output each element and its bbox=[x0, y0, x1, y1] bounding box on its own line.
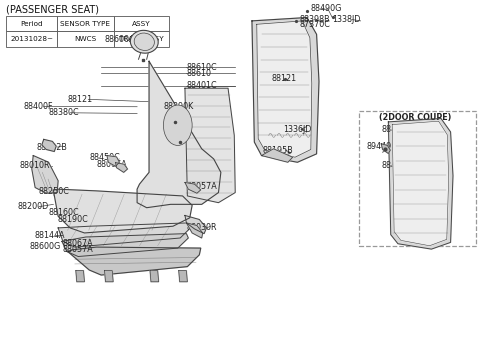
Ellipse shape bbox=[163, 105, 192, 145]
Text: 88400F: 88400F bbox=[23, 102, 53, 111]
Text: 89449: 89449 bbox=[366, 142, 392, 151]
Text: 88390K: 88390K bbox=[163, 102, 193, 111]
Polygon shape bbox=[185, 215, 206, 234]
Text: (2DOOR COUPE): (2DOOR COUPE) bbox=[379, 113, 451, 122]
Text: 87370C: 87370C bbox=[300, 20, 330, 29]
Text: 88610C: 88610C bbox=[186, 63, 217, 72]
Text: TRACK ASSY: TRACK ASSY bbox=[120, 36, 164, 42]
Text: 88610: 88610 bbox=[186, 69, 211, 78]
Polygon shape bbox=[185, 183, 201, 193]
Polygon shape bbox=[392, 121, 449, 246]
Polygon shape bbox=[179, 271, 187, 282]
Polygon shape bbox=[262, 149, 293, 162]
Polygon shape bbox=[58, 223, 192, 247]
Text: 1338JD: 1338JD bbox=[332, 15, 360, 24]
Polygon shape bbox=[53, 189, 192, 233]
Text: 88067A: 88067A bbox=[96, 161, 127, 169]
Polygon shape bbox=[381, 144, 390, 153]
Text: 88030R: 88030R bbox=[186, 223, 217, 232]
Bar bbox=[359, 111, 476, 246]
Polygon shape bbox=[186, 223, 203, 238]
Text: 88401C: 88401C bbox=[186, 81, 217, 90]
Bar bbox=[57, 16, 114, 31]
Text: 88380C: 88380C bbox=[48, 108, 79, 117]
Text: ASSY: ASSY bbox=[132, 21, 151, 27]
Text: 88398B: 88398B bbox=[300, 15, 330, 24]
Polygon shape bbox=[150, 271, 158, 282]
Polygon shape bbox=[62, 234, 188, 257]
Polygon shape bbox=[76, 271, 84, 282]
Polygon shape bbox=[137, 61, 221, 208]
Text: 88010R: 88010R bbox=[20, 161, 50, 170]
Text: 88600G: 88600G bbox=[29, 242, 60, 251]
Polygon shape bbox=[68, 247, 201, 275]
Ellipse shape bbox=[131, 30, 158, 53]
Polygon shape bbox=[252, 18, 319, 162]
Text: 88438: 88438 bbox=[381, 125, 406, 135]
Text: 88200D: 88200D bbox=[17, 202, 48, 211]
Polygon shape bbox=[388, 119, 453, 249]
Text: 20131028~: 20131028~ bbox=[10, 36, 53, 42]
Text: 88067A: 88067A bbox=[63, 239, 94, 248]
Text: 88121: 88121 bbox=[272, 74, 297, 82]
Ellipse shape bbox=[134, 33, 155, 50]
Text: NWCS: NWCS bbox=[74, 36, 96, 42]
Text: 88144A: 88144A bbox=[34, 231, 65, 240]
Text: 88160C: 88160C bbox=[48, 208, 79, 217]
Bar bbox=[57, 31, 114, 47]
Text: 88057A: 88057A bbox=[63, 245, 94, 254]
Bar bbox=[114, 31, 169, 47]
Text: 88057A: 88057A bbox=[186, 182, 217, 191]
Text: 88195B: 88195B bbox=[263, 146, 294, 155]
Polygon shape bbox=[42, 139, 56, 151]
Text: 88250C: 88250C bbox=[38, 187, 69, 196]
Text: 1336JD: 1336JD bbox=[283, 125, 312, 134]
Text: 88450C: 88450C bbox=[89, 153, 120, 162]
Text: 88121: 88121 bbox=[68, 95, 93, 104]
Bar bbox=[114, 16, 169, 31]
Text: 88190C: 88190C bbox=[57, 215, 88, 224]
Polygon shape bbox=[257, 21, 312, 157]
Polygon shape bbox=[105, 271, 113, 282]
Polygon shape bbox=[116, 163, 128, 172]
Text: 88490G: 88490G bbox=[311, 4, 342, 13]
Text: 88401C: 88401C bbox=[381, 161, 412, 170]
Text: 88600A: 88600A bbox=[104, 35, 135, 44]
Bar bbox=[6, 16, 57, 31]
Text: (PASSENGER SEAT): (PASSENGER SEAT) bbox=[6, 5, 99, 15]
Polygon shape bbox=[185, 88, 235, 203]
Text: Period: Period bbox=[20, 21, 43, 27]
Bar bbox=[6, 31, 57, 47]
Text: 88752B: 88752B bbox=[36, 143, 67, 152]
Text: SENSOR TYPE: SENSOR TYPE bbox=[60, 21, 110, 27]
Polygon shape bbox=[32, 155, 58, 193]
Polygon shape bbox=[107, 155, 120, 166]
